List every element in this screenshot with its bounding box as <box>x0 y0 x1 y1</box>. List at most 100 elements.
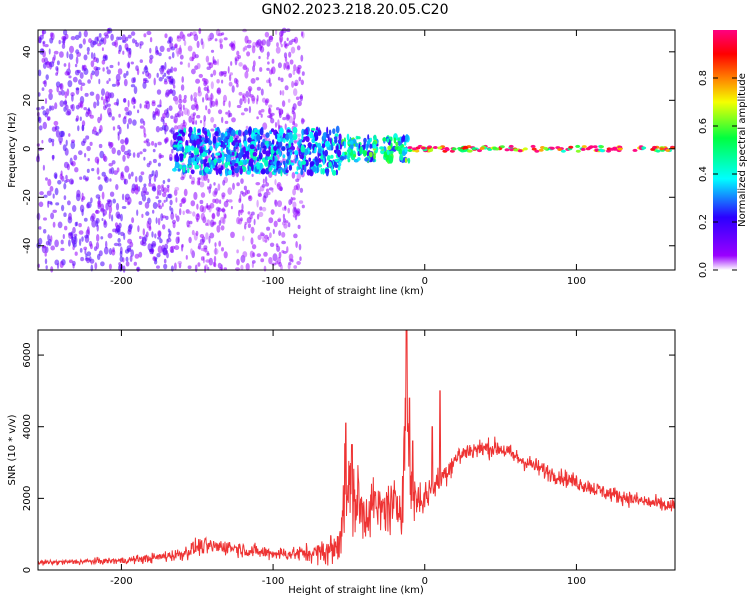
spectrogram-cell <box>190 248 193 255</box>
spectrogram-cell <box>284 56 288 62</box>
spectrogram-cell <box>277 76 281 81</box>
spectrogram-cell <box>124 115 127 120</box>
spectrogram-cell <box>291 197 296 201</box>
spectrogram-cell <box>206 219 211 227</box>
spectrogram-cell <box>145 231 149 238</box>
spectrogram-cell <box>80 256 84 262</box>
spectrogram-cell <box>199 181 205 188</box>
spectrogram-cell <box>193 33 199 42</box>
spectrogram-cell <box>277 62 282 69</box>
spectrogram-cell <box>187 168 190 174</box>
spectrogram-cell <box>112 126 116 131</box>
spectrogram-cell <box>154 169 159 178</box>
spectrogram-cell <box>222 100 226 107</box>
spectrogram-cell <box>148 160 152 165</box>
spectrogram-cell <box>260 113 263 118</box>
spectrogram-cell <box>292 201 297 209</box>
spectrogram-cell <box>110 33 114 41</box>
spectrogram-cell <box>248 195 253 202</box>
spectrogram-cell <box>121 206 127 209</box>
spectrogram-cell <box>187 211 192 214</box>
spectrogram-cell <box>321 168 325 175</box>
spectrogram-cell <box>346 149 352 153</box>
spectrogram-cell <box>177 260 183 265</box>
x-tick-label: 0 <box>422 576 428 587</box>
spectrogram-cell <box>135 42 140 48</box>
spectrogram-cell <box>68 212 72 221</box>
spectrogram-cell <box>291 110 295 115</box>
spectrogram-cell <box>213 59 217 64</box>
spectrogram-cell <box>98 250 103 257</box>
spectrogram-cell <box>60 90 66 96</box>
spectrogram-cell <box>293 64 297 72</box>
spectrogram-cell <box>142 228 145 236</box>
spectrogram-cell <box>174 43 178 49</box>
spectrogram-cell <box>83 68 89 75</box>
spectrogram-cell <box>386 138 390 143</box>
spectrogram-cells <box>36 27 676 273</box>
spectrogram-cell <box>45 74 49 80</box>
spectrogram-cell <box>174 245 180 251</box>
spectrogram-cell <box>268 167 272 172</box>
spectrogram-cell <box>210 49 215 53</box>
spectrogram-cell <box>236 157 239 162</box>
spectrogram-cell <box>560 149 566 153</box>
spectrogram-cell <box>103 246 109 255</box>
spectrogram-cell <box>557 148 563 151</box>
spectrogram-cell <box>210 81 214 90</box>
spectrogram-cell <box>142 71 145 75</box>
spectrogram-cell <box>93 52 96 60</box>
spectrogram-cell <box>140 171 145 176</box>
spectrogram-cell <box>280 77 284 83</box>
spectrogram-cell <box>82 38 86 45</box>
spectrogram-cell <box>105 240 108 249</box>
colorbar: 0.0 0.2 0.4 0.6 0.8 Normalized spectral ampl… <box>698 30 748 278</box>
spectrogram-cell <box>268 140 272 147</box>
spectrogram-cell <box>243 185 247 191</box>
spectrogram-cell <box>162 180 166 184</box>
spectrogram-cell <box>89 114 94 119</box>
spectrogram-cell <box>176 35 180 39</box>
spectrogram-cell <box>38 226 42 230</box>
spectrogram-cell <box>80 82 86 87</box>
spectrogram-cell <box>78 223 82 228</box>
spectrogram-cell <box>197 246 200 250</box>
spectrogram-cell <box>322 150 325 155</box>
spectrogram-cell <box>182 104 185 111</box>
spectrogram-cell <box>83 246 88 251</box>
spectrogram-cell <box>160 65 164 69</box>
spectrogram-cell <box>54 102 58 110</box>
spectrogram-cell <box>314 146 317 154</box>
spectrogram-cell <box>66 51 69 59</box>
spectrogram-cell <box>180 154 184 161</box>
spectrogram-cell <box>287 222 291 228</box>
y-tick-label: 4000 <box>22 414 33 439</box>
spectrogram-cell <box>178 140 183 144</box>
spectrogram-cell <box>71 162 74 166</box>
spectrogram-cell <box>287 207 291 214</box>
spectrogram-cell <box>39 191 44 196</box>
spectrogram-cell <box>75 56 79 65</box>
spectrogram-cell <box>314 131 319 139</box>
spectrogram-cell <box>242 146 246 153</box>
spectrogram-cell <box>154 142 158 148</box>
spectrogram-cell <box>393 137 397 144</box>
spectrogram-cell <box>293 123 298 128</box>
spectrogram-cell <box>270 128 275 133</box>
spectrogram-cell <box>268 104 273 108</box>
spectrogram-cell <box>296 172 302 181</box>
spectrogram-cell <box>237 129 242 137</box>
spectrogram-cell <box>281 250 285 254</box>
spectrogram-cell <box>284 61 290 69</box>
spectrogram-cell <box>195 78 201 84</box>
spectrogram-cell <box>252 156 258 161</box>
spectrogram-cell <box>226 154 231 162</box>
spectrogram-cell <box>386 149 390 156</box>
spectrogram-cell <box>421 146 426 150</box>
spectrogram-cell <box>78 43 83 49</box>
spectrogram-cell <box>124 137 129 145</box>
spectrogram-cell <box>183 188 188 197</box>
spectrogram-cell <box>220 225 225 231</box>
y-tick-label: 40 <box>22 45 33 58</box>
spectrogram-cell <box>174 97 179 105</box>
